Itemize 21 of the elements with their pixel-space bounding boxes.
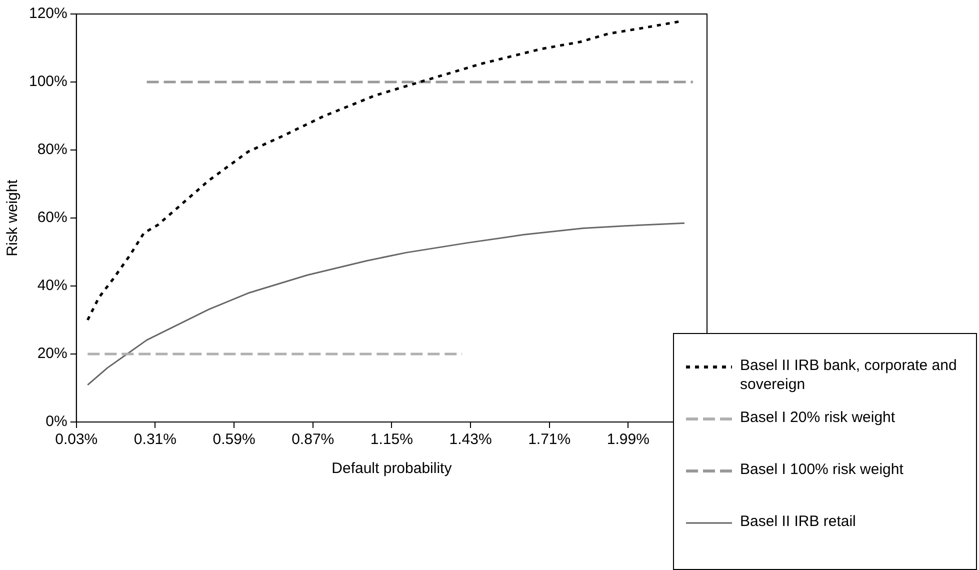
x-tick-label: 0.59% [212,431,256,448]
x-tick-label: 0.31% [134,431,176,448]
x-axis-title: Default probability [332,460,452,478]
legend-label: Basel II IRB bank, corporate and sovereign [740,356,958,394]
legend-label: Basel I 20% risk weight [740,408,896,427]
legend-label: Basel II IRB retail [740,512,856,531]
y-tick-label: 0% [46,413,68,430]
y-tick-label: 20% [37,345,68,362]
x-tick-label: 0.03% [55,431,98,448]
x-tick-label: 1.99% [606,431,650,448]
legend-label: Basel I 100% risk weight [740,460,904,479]
y-tick-label: 100% [28,73,68,90]
x-tick-label: 1.15% [370,431,413,448]
y-axis-title: Risk weight [4,178,22,256]
x-tick-label: 1.71% [528,431,571,448]
y-tick-label: 60% [37,209,68,226]
y-tick-label: 120% [28,5,68,22]
y-tick-label: 40% [37,277,68,294]
y-tick-label: 80% [37,141,68,158]
x-tick-label: 1.43% [449,431,492,448]
x-tick-label: 0.87% [292,431,334,448]
